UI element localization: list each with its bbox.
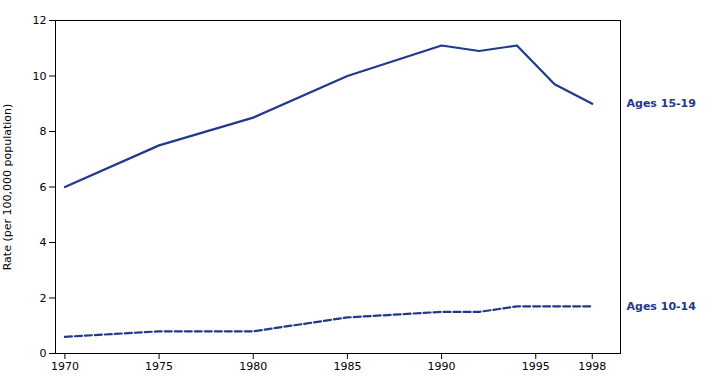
svg-text:1970: 1970 — [51, 360, 79, 373]
svg-text:Ages 15-19: Ages 15-19 — [627, 97, 696, 110]
svg-text:1980: 1980 — [239, 360, 267, 373]
svg-text:0: 0 — [40, 347, 47, 360]
svg-text:4: 4 — [40, 236, 47, 249]
svg-text:2: 2 — [40, 292, 47, 305]
svg-text:8: 8 — [40, 125, 47, 138]
svg-text:10: 10 — [33, 70, 47, 83]
svg-text:1975: 1975 — [145, 360, 173, 373]
svg-text:1990: 1990 — [428, 360, 456, 373]
svg-text:1998: 1998 — [578, 360, 606, 373]
svg-text:Rate (per 100,000 population): Rate (per 100,000 population) — [1, 104, 14, 271]
svg-text:1985: 1985 — [333, 360, 361, 373]
svg-text:Ages 10-14: Ages 10-14 — [627, 300, 697, 313]
svg-text:1995: 1995 — [522, 360, 550, 373]
svg-text:6: 6 — [40, 181, 47, 194]
svg-text:12: 12 — [33, 14, 47, 27]
